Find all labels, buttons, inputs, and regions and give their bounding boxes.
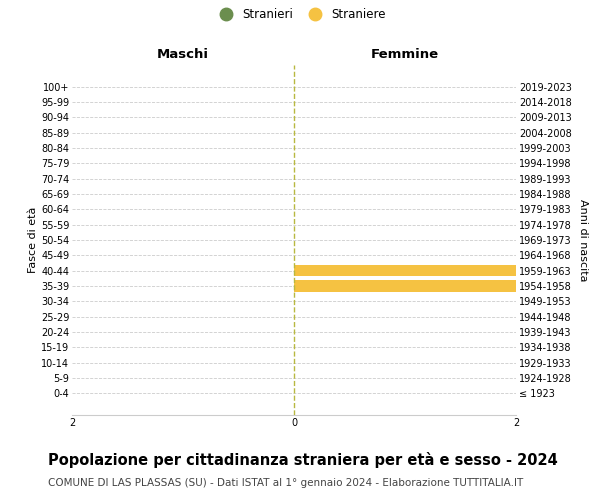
Bar xyxy=(294,265,516,276)
Y-axis label: Anni di nascita: Anni di nascita xyxy=(578,198,589,281)
Bar xyxy=(294,280,516,292)
Text: Popolazione per cittadinanza straniera per età e sesso - 2024: Popolazione per cittadinanza straniera p… xyxy=(48,452,558,468)
Legend: Stranieri, Straniere: Stranieri, Straniere xyxy=(212,6,388,24)
Text: COMUNE DI LAS PLASSAS (SU) - Dati ISTAT al 1° gennaio 2024 - Elaborazione TUTTIT: COMUNE DI LAS PLASSAS (SU) - Dati ISTAT … xyxy=(48,478,523,488)
Text: Maschi: Maschi xyxy=(157,48,209,62)
Text: Femmine: Femmine xyxy=(371,48,439,62)
Y-axis label: Fasce di età: Fasce di età xyxy=(28,207,38,273)
